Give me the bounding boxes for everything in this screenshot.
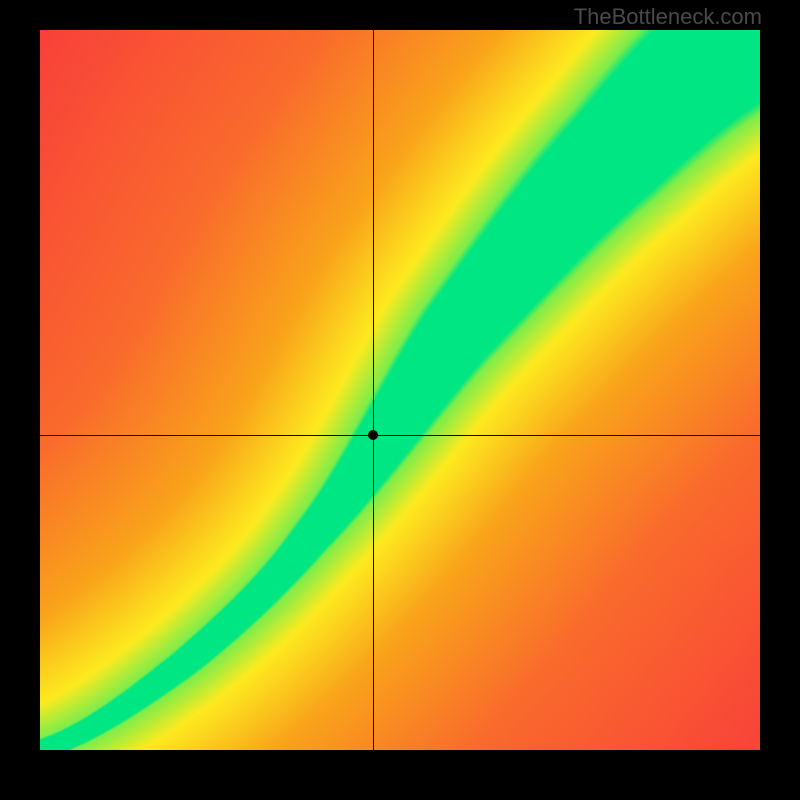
plot-area [40,30,760,750]
crosshair-vertical [373,30,374,750]
chart-container: TheBottleneck.com [0,0,800,800]
crosshair-horizontal [40,435,760,436]
heatmap-canvas [40,30,760,750]
data-point-marker [368,430,378,440]
watermark-text: TheBottleneck.com [574,4,762,30]
